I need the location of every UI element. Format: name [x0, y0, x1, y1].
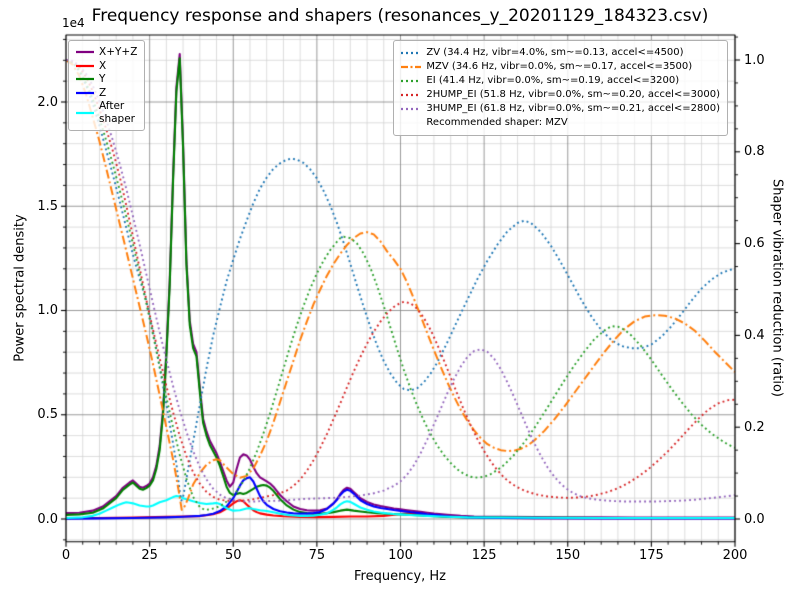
legend-label: After shaper: [99, 100, 136, 125]
x-tick-label: 125: [471, 548, 497, 563]
x-tick-label: 200: [722, 548, 748, 563]
legend-psd: X+Y+Z X Y Z After shaper: [68, 40, 146, 131]
x-tick-label: 150: [555, 548, 581, 563]
y-right-tick-label: 0.4: [744, 327, 765, 343]
legend-line-sample-icon: [76, 91, 94, 94]
legend-item: 2HUMP_EI (51.8 Hz, vibr=0.0%, sm~=0.20, …: [401, 89, 720, 102]
legend-label: 2HUMP_EI (51.8 Hz, vibr=0.0%, sm~=0.20, …: [426, 88, 720, 100]
legend-label: 3HUMP_EI (61.8 Hz, vibr=0.0%, sm~=0.21, …: [426, 102, 720, 114]
legend-line-sample-icon: [76, 51, 94, 54]
x-tick-label: 100: [388, 548, 413, 563]
legend-line-sample-icon: [401, 65, 422, 69]
legend-line-sample-icon: [76, 64, 94, 67]
legend-line-sample-icon: [401, 108, 422, 111]
x-tick-label: 75: [308, 548, 326, 563]
y-left-tick-label: 0.5: [37, 407, 58, 423]
legend-line-sample-icon: [76, 78, 94, 81]
legend-label: X: [99, 59, 107, 72]
x-tick-label: 175: [638, 548, 664, 563]
legend-item: After shaper: [76, 100, 137, 125]
y-left-tick-label: 2.0: [37, 94, 58, 110]
legend-label: ZV (34.4 Hz, vibr=4.0%, sm~=0.13, accel<…: [426, 46, 684, 58]
legend-label: Y: [99, 73, 106, 85]
y-left-tick-label: 0.0: [37, 511, 58, 527]
legend-shapers: ZV (34.4 Hz, vibr=4.0%, sm~=0.13, accel<…: [393, 40, 728, 137]
legend-item: ZV (34.4 Hz, vibr=4.0%, sm~=0.13, accel<…: [401, 47, 720, 60]
y-right-tick-label: 0.2: [744, 419, 765, 435]
y-right-tick-label: 0.0: [744, 511, 765, 527]
y-left-tick-label: 1.5: [37, 198, 58, 214]
x-tick-label: 50: [224, 548, 242, 563]
legend-label: Z: [99, 86, 107, 99]
legend-item: Z: [76, 87, 137, 100]
x-tick-label: 0: [61, 548, 71, 563]
y-axis-offset-label: 1e4: [62, 16, 85, 30]
legend-label: X+Y+Z: [99, 46, 138, 58]
x-tick-label: 25: [141, 548, 158, 563]
legend-label: EI (41.4 Hz, vibr=0.0%, sm~=0.19, accel<…: [426, 74, 680, 86]
y-axis-left-label: Power spectral density: [12, 214, 28, 362]
legend-item: X+Y+Z: [76, 46, 137, 59]
legend-line-sample-icon: [401, 79, 422, 83]
legend-item: EI (41.4 Hz, vibr=0.0%, sm~=0.19, accel<…: [401, 75, 720, 88]
legend-item: MZV (34.6 Hz, vibr=0.0%, sm~=0.17, accel…: [401, 61, 720, 74]
legend-label: MZV (34.6 Hz, vibr=0.0%, sm~=0.17, accel…: [426, 60, 693, 72]
legend-line-sample-icon: [401, 94, 422, 97]
legend-item: Recommended shaper: MZV: [401, 117, 720, 130]
legend-line-sample-icon: [401, 51, 422, 54]
x-axis-label: Frequency, Hz: [353, 569, 447, 584]
chart-title: Frequency response and shapers (resonanc…: [91, 6, 709, 26]
legend-line-sample-icon: [76, 111, 94, 114]
y-axis-right-label: Shaper vibration reduction (ratio): [769, 179, 785, 397]
legend-item: Y: [76, 73, 137, 86]
y-right-tick-label: 0.8: [744, 144, 765, 160]
y-right-tick-label: 1.0: [744, 52, 765, 68]
y-left-tick-label: 1.0: [37, 303, 58, 318]
legend-item: 3HUMP_EI (61.8 Hz, vibr=0.0%, sm~=0.21, …: [401, 103, 720, 116]
legend-label: Recommended shaper: MZV: [426, 117, 568, 129]
legend-item: X: [76, 60, 137, 73]
y-right-tick-label: 0.6: [744, 236, 765, 252]
